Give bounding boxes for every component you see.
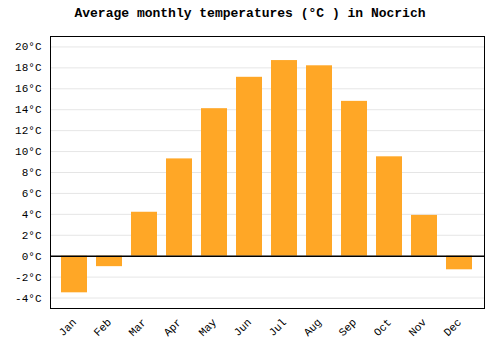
svg-text:10°C: 10°C — [15, 146, 42, 158]
svg-text:Dec: Dec — [442, 316, 464, 338]
svg-text:Jun: Jun — [232, 316, 254, 338]
svg-text:Jan: Jan — [57, 316, 79, 338]
svg-text:-2°C: -2°C — [15, 272, 42, 284]
svg-text:2°C: 2°C — [22, 230, 42, 242]
svg-text:6°C: 6°C — [22, 188, 42, 200]
html-text:Average monthly temperatures (: Average monthly temperatures (°C ) in No… — [74, 6, 426, 21]
svg-text:Aug: Aug — [302, 316, 324, 338]
svg-text:16°C: 16°C — [15, 83, 42, 95]
svg-text:Oct: Oct — [372, 316, 394, 338]
svg-text:20°C: 20°C — [15, 41, 42, 53]
svg-text:12°C: 12°C — [15, 125, 42, 137]
svg-text:18°C: 18°C — [15, 62, 42, 74]
svg-text:4°C: 4°C — [22, 209, 42, 221]
svg-text:Mar: Mar — [127, 316, 149, 338]
svg-text:8°C: 8°C — [22, 167, 42, 179]
svg-text:Apr: Apr — [162, 316, 184, 338]
svg-text:14°C: 14°C — [15, 104, 42, 116]
svg-text:Feb: Feb — [92, 316, 114, 338]
svg-text:0°C: 0°C — [22, 251, 42, 263]
svg-text:Sep: Sep — [337, 316, 359, 338]
svg-text:Jul: Jul — [267, 316, 289, 338]
svg-text:-4°C: -4°C — [15, 293, 42, 305]
svg-text:May: May — [197, 316, 220, 339]
svg-text:Nov: Nov — [407, 316, 430, 339]
